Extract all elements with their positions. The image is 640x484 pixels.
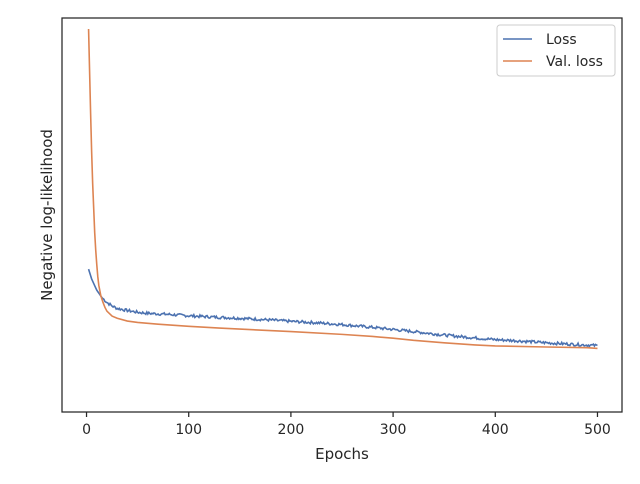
legend-box [496,24,616,77]
x-tick-label: 100 [175,422,202,438]
x-tick-label: 0 [82,422,91,438]
y-axis-label: Negative log-likelihood [38,129,56,301]
series-line-loss [87,268,598,348]
plot-area-frame [61,17,623,413]
x-tick-label: 200 [278,422,305,438]
legend: Loss Val. loss [496,24,616,77]
legend-label-val-loss: Val. loss [546,54,603,70]
x-tick-label: 400 [482,422,509,438]
series-line-val-loss [87,28,598,350]
series-layer [87,28,598,350]
x-tick-label: 300 [380,422,407,438]
x-tick-label: 500 [584,422,611,438]
x-axis-label: Epochs [315,445,369,463]
legend-label-loss: Loss [546,32,577,48]
x-axis-ticks: 0 100 200 300 400 500 [82,412,611,438]
